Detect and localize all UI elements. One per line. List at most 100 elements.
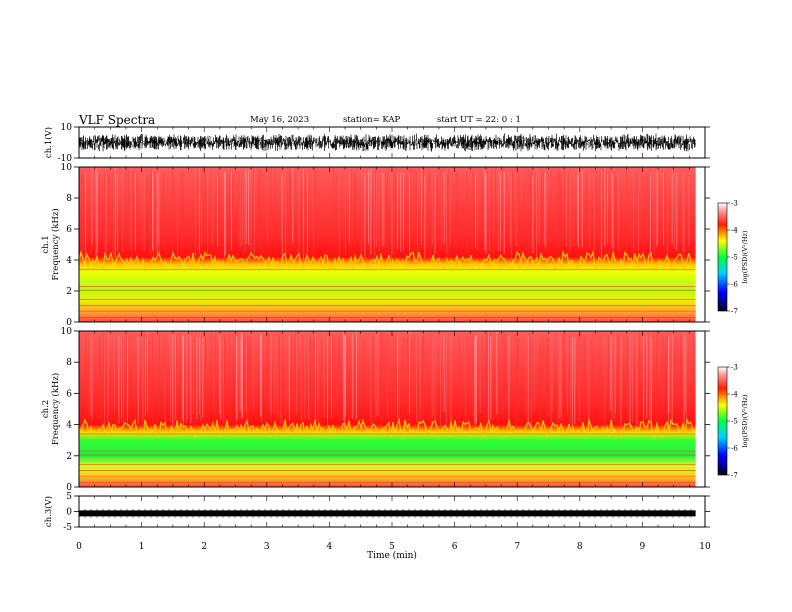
station-label: station= KAP [343,115,401,125]
ch2-spectrogram-streak [343,331,344,421]
ch1-spectrogram-streak [157,172,158,256]
ch2-spectrogram-streak [488,331,489,421]
ch1-spectrogram-streak [242,174,243,245]
ch1-spectrogram-streak [244,167,246,252]
ch2-spectrogram-streak [327,337,328,427]
ch2-spectrogram-streak [617,333,619,419]
ch2-spectrogram-streak [569,338,571,424]
ch1-spectrogram-streak [339,171,340,259]
ch1-spectrogram-streak [197,172,199,257]
ch1-spectrogram-streak [676,173,678,251]
ch1-spectrogram-streak [674,168,675,249]
ch2-spectrogram-streak [376,333,378,418]
ch1-spectrogram-streak [158,168,159,245]
ch2-spectrogram-streak [304,336,306,419]
ch1-spectrogram-streak [248,169,249,245]
ch2-spectrogram-streak [142,338,144,422]
ch1-spectrogram-streak [212,169,213,245]
ch1-spectrogram-streak [440,170,441,254]
ch1-spectrogram-streak [650,173,651,258]
ch1-spectrogram-streak [177,167,178,260]
ch2-spectrogram-streak [191,331,193,423]
ch2-spectrogram-streak [244,335,246,419]
ch1-spectrogram-streak [397,171,398,249]
ch2-spectrogram-streak [487,335,488,422]
ch2-spectrogram-streak [416,332,417,421]
ch1-spectrogram-streak [149,174,151,255]
ch2-spectrogram-streak [224,333,225,428]
ch1-spectrogram-colorbar-tick-label: -3 [731,200,738,208]
ch1-spectrogram-streak [663,172,664,245]
ch1-spectrogram-streak [455,172,457,261]
ch2-spectrogram-streak [301,338,302,422]
ch2-spectrogram-streak [261,334,262,422]
time-xtick-label: 5 [389,542,395,552]
ch2-spectrogram-streak [321,336,322,423]
ch2-spectrogram-streak [693,334,694,418]
ch2-spectrogram-streak [176,337,177,420]
ch2-spectrogram-streak [308,335,309,421]
ch2-spectrogram-streak [529,331,530,424]
ch1-spectrogram-streak [231,170,232,251]
ch2-spectrogram-streak [223,336,224,425]
ch2-spectrogram-streak [239,337,241,412]
ch1-spectrogram-streak [500,171,501,252]
ch1-spectrogram-streak [656,170,657,248]
ch2-spectrogram-streak [295,331,296,412]
ch1-spectrogram-streak [199,169,200,254]
ch2-spectrogram-colorbar-tick-label: -6 [731,445,738,453]
ch2-spectrogram-streak [196,337,198,420]
ch2-spectrogram-streak [129,334,130,420]
ch2-spectrogram-streak [413,336,415,426]
ch2-spectrogram-ytick-label: 0 [66,483,72,493]
ch1-spectrogram-streak [232,172,234,251]
ch2-spectrogram-streak [661,335,662,427]
ch1-spectrogram-streak [487,171,488,253]
time-xtick-label: 0 [76,542,82,552]
ch2-spectrogram-streak [475,336,476,426]
ch1-spectrogram-streak [117,174,118,251]
ch2-spectrogram-streak [515,336,517,430]
ch2-spectrogram-streak [403,337,404,423]
ch1-spectrogram-streak [91,170,92,255]
ch2-spectrogram-streak [121,337,122,420]
ch1-spectrogram-streak [207,174,208,254]
ch1-spectrogram-streak [293,168,295,251]
ch2-spectrogram-streak [236,336,237,421]
ch2-spectrogram-colorbar-scale [717,366,728,476]
ch1-spectrogram-streak [560,172,561,247]
ch2-spectrogram-streak [485,333,487,413]
ch1-spectrogram-streak [472,169,474,252]
ch2-spectrogram-streak [680,335,681,423]
ch1-spectrogram-streak [307,171,308,253]
ch2-spectrogram-streak [113,337,115,414]
ch2-spectrogram-streak [194,337,195,426]
ch1-spectrogram-streak [379,173,380,251]
ch1-spectrogram-streak [495,168,496,252]
ch2-spectrogram-streak [190,335,192,423]
ch1-spectrogram-streak [626,174,627,261]
ch2-spectrogram-streak [278,331,279,412]
ch2-spectrogram-streak [334,337,336,420]
ch2-spectrogram-streak [280,334,282,424]
ch1-spectrogram-streak [682,171,684,254]
ch1-spectrogram-streak [653,170,655,255]
time-xtick-label: 10 [699,542,711,552]
ch1-spectrogram-streak [530,170,531,250]
ch1-spectrogram-streak [205,172,206,244]
ch2-spectrogram-streak [627,338,628,423]
ch2-spectrogram-streak [381,331,382,417]
ch1-spectrogram-streak [599,171,601,261]
ch1-spectrogram-streak [211,168,212,255]
ch2-spectrogram-streak [268,332,270,414]
ch1-spectrogram-streak [151,168,152,258]
ch1-spectrogram-streak [448,169,450,262]
ch2-spectrogram-streak [665,338,667,415]
ch1-spectrogram-streak [314,167,315,245]
ch2-spectrogram-streak [449,337,451,426]
ch2-spectrogram-streak [669,336,670,413]
ch2-spectrogram-streak [440,334,441,427]
ch1-spectrogram-streak [95,167,97,258]
ch1-spectrogram-streak [417,172,418,257]
ch2-spectrogram-streak [430,331,432,425]
